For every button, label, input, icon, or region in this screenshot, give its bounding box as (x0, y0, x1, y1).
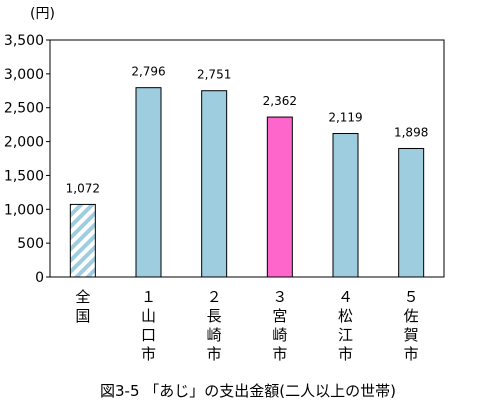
data-label: 1,072 (66, 181, 100, 195)
category-label-char: １ (141, 288, 156, 306)
category-label-char: ２ (207, 288, 222, 306)
y-tick-label: 2,000 (4, 135, 44, 151)
category-label-char: 崎 (207, 326, 222, 344)
category-label-char: 崎 (272, 326, 287, 344)
category-label-char: 市 (272, 345, 287, 363)
category-label-char: 市 (141, 345, 156, 363)
bar (135, 87, 162, 278)
category-label-char: 佐 (404, 307, 419, 325)
y-tick-label: 2,500 (4, 101, 44, 117)
y-tick-label: 1,000 (4, 202, 44, 218)
bar (332, 133, 359, 278)
category-label-char: 市 (207, 345, 222, 363)
y-axis-unit-label: (円) (30, 6, 55, 22)
category-label-char: 口 (141, 326, 156, 344)
bar (266, 116, 293, 278)
category-label-char: 江 (338, 326, 353, 344)
category-label-char: ４ (338, 288, 353, 306)
category-label-char: 宮 (272, 307, 287, 325)
data-label: 2,796 (131, 65, 165, 79)
category-label-char: ５ (404, 288, 419, 306)
bar (69, 203, 96, 278)
category-label-char: 松 (338, 307, 353, 325)
category-label-char: 国 (75, 307, 90, 325)
category-label-char: ３ (272, 288, 287, 306)
y-tick-label: 3,500 (4, 33, 44, 49)
category-label-char: 市 (404, 345, 419, 363)
data-label: 2,119 (328, 111, 362, 125)
plot-frame (49, 39, 445, 278)
y-tick-label: 500 (17, 236, 44, 252)
y-tick-label: 3,000 (4, 67, 44, 83)
figure-caption: 図3-5 「あじ」の支出金額(二人以上の世帯) (100, 382, 396, 400)
category-label-char: 全 (75, 288, 90, 306)
category-label-char: 山 (141, 307, 156, 325)
data-label: 1,898 (394, 125, 428, 139)
category-label-char: 長 (207, 307, 222, 325)
data-label: 2,362 (263, 94, 297, 108)
category-label-char: 賀 (404, 326, 419, 344)
data-label: 2,751 (197, 68, 231, 82)
y-tick-label: 0 (35, 270, 44, 286)
bar (201, 90, 228, 278)
bar (398, 147, 425, 278)
y-tick-label: 1,500 (4, 168, 44, 184)
category-label-char: 市 (338, 345, 353, 363)
